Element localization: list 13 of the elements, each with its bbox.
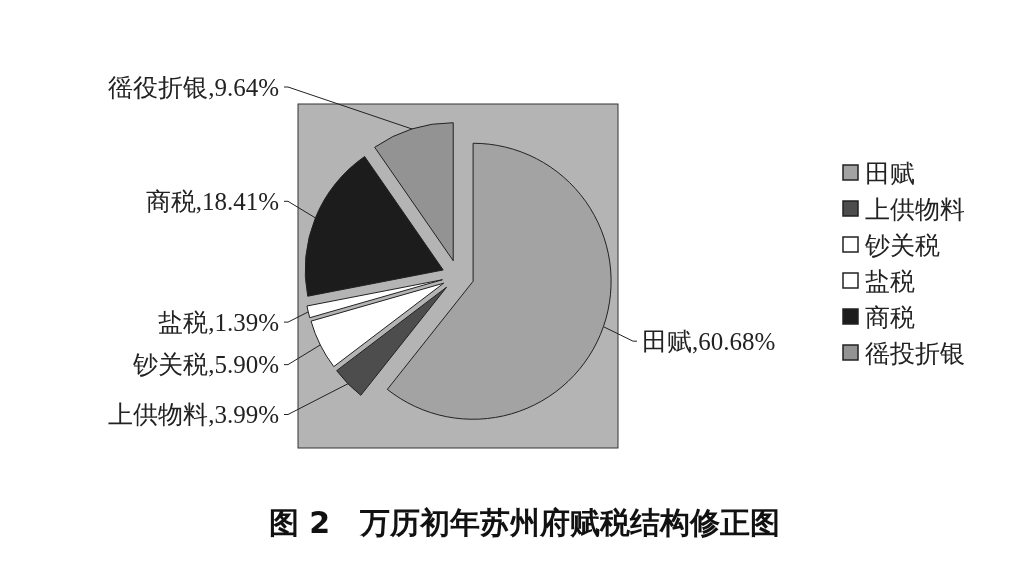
legend-label: 田赋 (865, 159, 915, 187)
data-label: 商税,18.41% (145, 188, 279, 216)
legend-label: 上供物料 (865, 195, 965, 223)
text: 图 2 万历初年苏州府赋税结构修正图 (268, 505, 781, 540)
data-label: 上供物料,3.99% (108, 401, 279, 429)
legend-label: 徭投折银 (865, 339, 965, 367)
legend-label: 商税 (865, 303, 915, 331)
legend-label: 钞关税 (864, 231, 940, 259)
data-label: 徭役折银,9.64% (108, 73, 279, 101)
data-label: 田赋,60.68% (642, 327, 776, 355)
data-label: 盐税,1.39% (158, 308, 279, 336)
legend-label: 盐税 (865, 267, 915, 295)
data-label: 钞关税,5.90% (132, 351, 279, 379)
